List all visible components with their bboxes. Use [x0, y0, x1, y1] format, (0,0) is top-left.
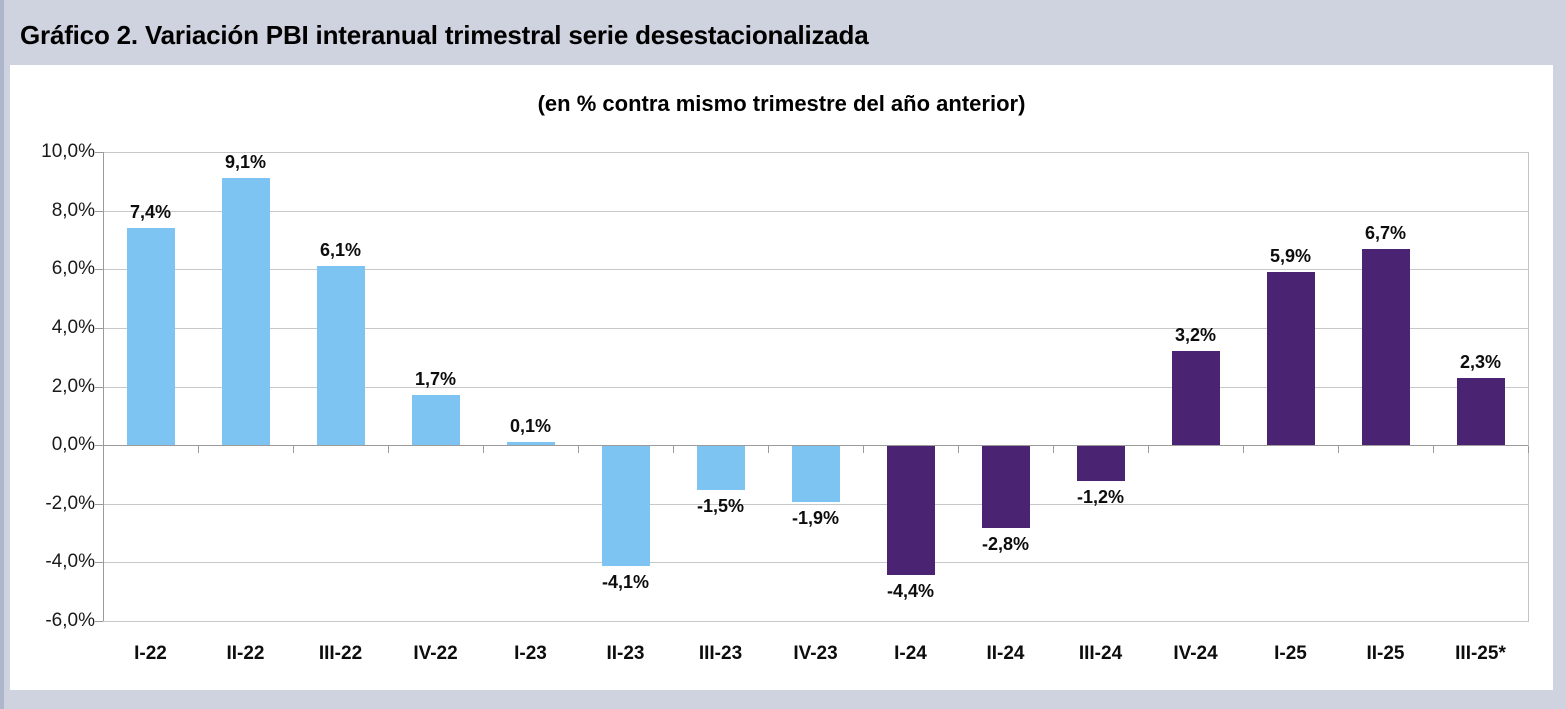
y-axis-tick-4,0% [95, 327, 103, 329]
y-axis-tick-2,0% [95, 386, 103, 388]
gridline-4,0% [103, 327, 1528, 329]
bar-IV-24 [1171, 351, 1220, 446]
bar-IV-22 [411, 395, 460, 446]
y-axis-label--2,0%: -2,0% [45, 492, 95, 514]
bar-II-24 [981, 446, 1030, 529]
x-axis-label-IV-22: IV-22 [413, 643, 458, 664]
bar-value-label-III-23: -1,5% [696, 496, 745, 517]
bar-I-25 [1266, 272, 1315, 446]
chart-plot-area: 10,0% 8,0% 6,0% 4,0% 2,0% 0,0% -2,0% -4,0% -6,0%… [10, 65, 1553, 690]
x-axis-label-I-25: I-25 [1274, 643, 1307, 664]
bar-value-label-IV-22: 1,7% [414, 369, 457, 390]
y-axis-tick--4,0% [95, 562, 103, 564]
x-axis-label-IV-23: IV-23 [793, 643, 838, 664]
bar-value-label-I-22: 7,4% [129, 202, 172, 223]
y-axis-tick--2,0% [95, 503, 103, 505]
y-axis-label-10,0%: 10,0% [41, 141, 95, 162]
y-axis-tick-8,0% [95, 210, 103, 212]
y-axis-label-4,0%: 4,0% [51, 316, 95, 338]
bar-value-label-II-22: 9,1% [224, 152, 267, 173]
x-axis-label-IV-24: IV-24 [1173, 643, 1218, 664]
bar-value-label-IV-24: 3,2% [1174, 325, 1217, 346]
x-axis-tick-15 [1528, 446, 1529, 454]
bar-IV-23 [791, 446, 840, 502]
x-axis-label-II-25: II-25 [1366, 643, 1405, 664]
x-axis-tick-5 [578, 446, 579, 454]
y-axis-line [103, 152, 104, 621]
bar-value-label-I-23: 0,1% [509, 416, 552, 437]
plot-frame-right [1528, 152, 1529, 622]
y-axis-tick-10,0% [95, 152, 103, 153]
y-axis-tick-0,0% [95, 445, 103, 447]
gridline-10,0% [103, 152, 1528, 153]
y-axis-label-8,0%: 8,0% [51, 199, 95, 221]
chart-title: Gráfico 2. Variación PBI interanual trim… [20, 20, 869, 50]
x-axis-tick-9 [958, 446, 959, 454]
bar-value-label-III-24: -1,2% [1076, 487, 1125, 508]
chart-panel: (en % contra mismo trimestre del año ant… [10, 65, 1553, 690]
x-axis-tick-11 [1148, 446, 1149, 454]
x-axis-label-III-24: III-24 [1078, 643, 1123, 664]
bar-value-label-II-24: -2,8% [981, 534, 1030, 555]
x-axis-tick-8 [863, 446, 864, 454]
x-axis-tick-2 [293, 446, 294, 454]
y-axis-label-2,0%: 2,0% [51, 375, 95, 397]
bar-I-24 [886, 446, 935, 576]
bar-value-label-II-23: -4,1% [601, 572, 650, 593]
chart-subtitle: (en % contra mismo trimestre del año ant… [537, 91, 1026, 116]
y-axis-label--4,0%: -4,0% [45, 551, 95, 573]
bar-I-23 [506, 442, 555, 446]
x-axis-label-II-22: II-22 [226, 643, 265, 664]
x-axis-tick-14 [1433, 446, 1434, 454]
x-axis-label-I-22: I-22 [134, 643, 167, 664]
chart-header: Gráfico 2. Variación PBI interanual trim… [20, 20, 1546, 60]
x-axis-label-II-24: II-24 [986, 643, 1025, 664]
gridline-6,0% [103, 269, 1528, 271]
bar-II-23 [601, 446, 650, 567]
y-axis-label-6,0%: 6,0% [51, 258, 95, 280]
bar-I-22 [126, 228, 175, 446]
bar-value-label-II-25: 6,7% [1364, 222, 1407, 243]
x-axis-tick-4 [483, 446, 484, 454]
bar-value-label-I-25: 5,9% [1269, 246, 1312, 267]
y-axis-tick--6,0% [95, 621, 103, 622]
x-axis-label-III-25*: III-25* [1455, 643, 1506, 664]
x-axis-tick-7 [768, 446, 769, 454]
x-axis-label-I-24: I-24 [894, 643, 927, 664]
bar-value-label-III-22: 6,1% [319, 240, 362, 261]
x-axis-label-I-23: I-23 [514, 643, 547, 664]
bar-value-label-I-24: -4,4% [886, 581, 935, 602]
y-axis-label-0,0%: 0,0% [51, 434, 95, 456]
page-edge-stripe [0, 0, 4, 709]
x-axis-tick-0 [103, 446, 104, 454]
x-axis-label-III-23: III-23 [698, 643, 743, 664]
x-axis-zero-line [103, 445, 1528, 447]
x-axis-label-II-23: II-23 [606, 643, 645, 664]
x-axis-label-III-22: III-22 [318, 643, 363, 664]
gridline--6,0% [103, 621, 1528, 622]
gridline-8,0% [103, 210, 1528, 212]
gridline-2,0% [103, 386, 1528, 388]
bar-III-25* [1456, 377, 1505, 446]
x-axis-tick-12 [1243, 446, 1244, 454]
x-axis-tick-3 [388, 446, 389, 454]
x-axis-tick-1 [198, 446, 199, 454]
y-axis-label--6,0%: -6,0% [45, 610, 95, 631]
bar-value-label-III-25*: 2,3% [1459, 351, 1502, 372]
bar-value-label-IV-23: -1,9% [791, 507, 840, 528]
bar-II-25 [1361, 248, 1410, 446]
x-axis-tick-10 [1053, 446, 1054, 454]
x-axis-tick-6 [673, 446, 674, 454]
y-axis-tick-6,0% [95, 269, 103, 271]
gridline--2,0% [103, 503, 1528, 505]
bar-II-22 [221, 178, 270, 446]
bar-III-23 [696, 446, 745, 491]
x-axis-tick-13 [1338, 446, 1339, 454]
bar-III-22 [316, 266, 365, 446]
gridline--4,0% [103, 562, 1528, 564]
bar-III-24 [1076, 446, 1125, 482]
